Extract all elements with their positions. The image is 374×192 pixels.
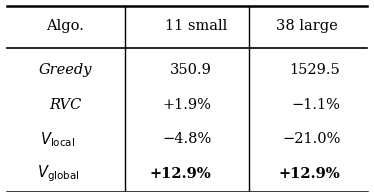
Text: Greedy: Greedy: [39, 63, 92, 77]
Text: RVC: RVC: [49, 98, 82, 112]
Text: −21.0%: −21.0%: [282, 132, 340, 146]
Text: $V_{\mathregular{local}}$: $V_{\mathregular{local}}$: [40, 130, 76, 149]
Text: Algo.: Algo.: [46, 19, 85, 33]
Text: +12.9%: +12.9%: [279, 167, 340, 181]
Text: −1.1%: −1.1%: [291, 98, 340, 112]
Text: $V_{\mathregular{global}}$: $V_{\mathregular{global}}$: [37, 163, 79, 184]
Text: 1529.5: 1529.5: [289, 63, 340, 77]
Text: 350.9: 350.9: [169, 63, 211, 77]
Text: 11 small: 11 small: [165, 19, 227, 33]
Text: +1.9%: +1.9%: [162, 98, 211, 112]
Text: −4.8%: −4.8%: [162, 132, 211, 146]
Text: 38 large: 38 large: [276, 19, 338, 33]
Text: +12.9%: +12.9%: [150, 167, 211, 181]
